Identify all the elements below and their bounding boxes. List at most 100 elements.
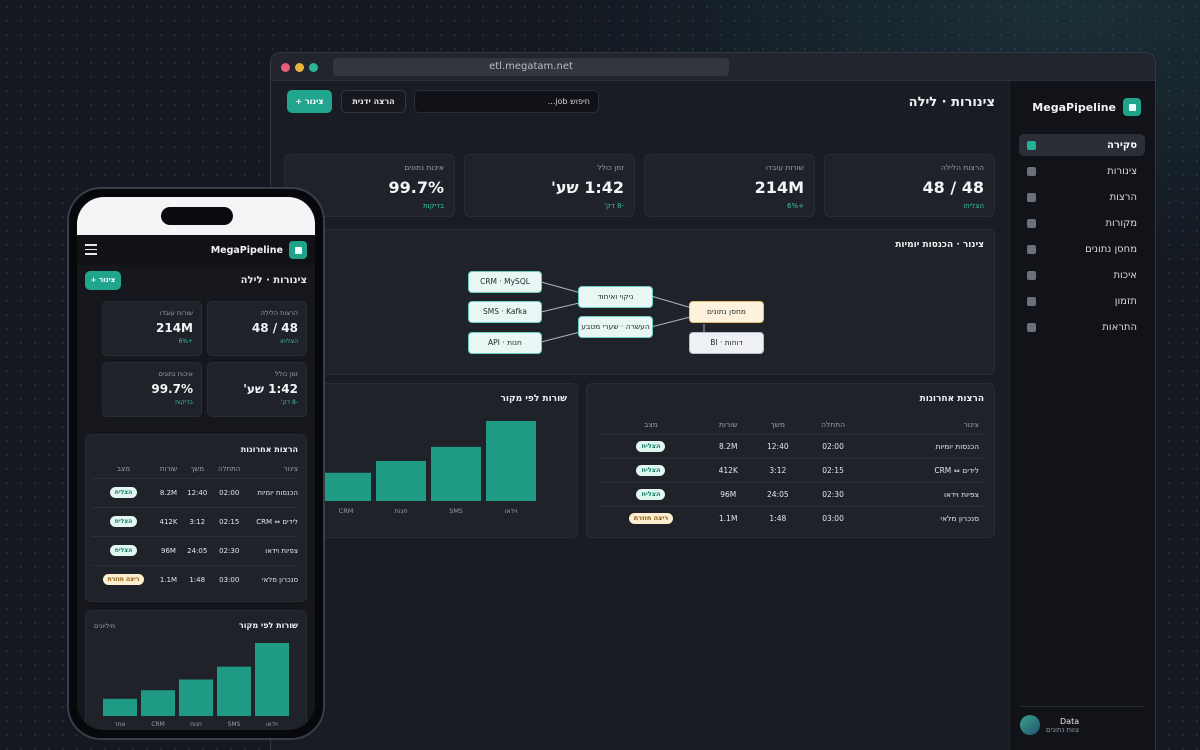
status-badge: הצליח — [109, 487, 138, 498]
phone-add-pipeline-button[interactable]: + צינור — [85, 271, 121, 290]
column-header: מצב — [117, 465, 130, 474]
sidebar-item-sources[interactable]: מקורות — [1019, 212, 1145, 234]
flow-node-enrich[interactable]: העשרה · שערי מטבע — [578, 316, 653, 338]
run-start: 03:00 — [212, 564, 246, 594]
run-duration: 24:05 — [182, 535, 213, 565]
bar-SMS[interactable] — [217, 666, 251, 716]
bar-חנות[interactable] — [376, 461, 426, 501]
sidebar-item-overview[interactable]: סקירה — [1019, 134, 1145, 156]
sidebar-item-label: סקירה — [1107, 139, 1137, 151]
sidebar-item-schedule[interactable]: תזמון — [1019, 290, 1145, 312]
flow-node-warehouse[interactable]: מחסן נתונים — [689, 301, 764, 323]
bar-CRM[interactable] — [321, 472, 371, 501]
phone-kpi-rows: שורות עובדו 214M +6% — [102, 301, 202, 356]
phone-mockup: MegaPipeline צינורות · לילה + צינור הרצו… — [67, 187, 325, 740]
kpi-delta: בדיקות — [175, 399, 193, 406]
phone-screen: MegaPipeline צינורות · לילה + צינור הרצו… — [77, 197, 315, 730]
flow-node-clean[interactable]: ניקוי ואיחוד — [578, 286, 653, 308]
run-start: 03:00 — [804, 505, 863, 530]
table-row[interactable]: לידים ⇔ CRM 02:15 3:12 412K הצליח — [597, 457, 985, 482]
kpi-delta: הצליחו — [280, 338, 298, 345]
phone-rows-by-source-chart: אחר CRM חנות SMS וידאו — [103, 643, 289, 728]
flow-node-api[interactable]: API · חנות — [468, 332, 542, 354]
run-start: 02:00 — [212, 477, 246, 507]
table-row[interactable]: צפיות וידאו 02:30 24:05 96M הצליח — [92, 535, 298, 565]
table-row[interactable]: הכנסות יומיות 02:00 12:40 8.2M הצליח — [597, 433, 985, 458]
kpi-value: 99.7% — [151, 382, 193, 396]
phone-brand[interactable]: MegaPipeline — [211, 241, 307, 259]
search-input[interactable]: חיפוש job... — [414, 90, 599, 113]
bar-חנות[interactable] — [179, 679, 213, 717]
overview-icon — [1027, 140, 1036, 150]
sidebar-item-quality[interactable]: איכות — [1019, 264, 1145, 286]
runs-title: הרצות אחרונות — [240, 445, 298, 454]
schedule-icon — [1027, 296, 1036, 306]
kpi-label: שורות עובדו — [159, 309, 193, 317]
kpi-delta: בדיקות — [423, 202, 444, 210]
kpi-label: זמן כולל — [274, 370, 298, 378]
sidebar-item-warehouse[interactable]: מחסן נתונים — [1019, 238, 1145, 260]
kpi-label: איכות נתונים — [404, 163, 444, 172]
kpi-label: זמן כולל — [597, 163, 624, 172]
bar-אחר[interactable] — [103, 698, 137, 716]
brand[interactable]: MegaPipeline — [1032, 98, 1141, 116]
sidebar-item-pipelines[interactable]: צינורות — [1019, 160, 1145, 182]
sidebar-item-alerts[interactable]: התראות — [1019, 316, 1145, 338]
table-row[interactable]: הכנסות יומיות 02:00 12:40 8.2M הצליח — [92, 477, 298, 507]
table-row[interactable]: סנכרון מלאי 03:00 1:48 1.1M ריצה חוזרת — [92, 564, 298, 594]
kpi-card-runs: הרצות הלילה 48 / 48 הצליחו — [824, 154, 995, 217]
user-footer[interactable]: Data צוות נתונים — [1020, 706, 1145, 735]
quality-icon — [1027, 270, 1036, 280]
flow-node-sms[interactable]: SMS · Kafka — [468, 301, 542, 323]
table-row[interactable]: לידים ⇔ CRM 02:15 3:12 412K הצליח — [92, 506, 298, 536]
phone-page-title: צינורות · לילה — [240, 275, 307, 286]
bar-CRM[interactable] — [141, 690, 175, 716]
kpi-delta: +6% — [178, 338, 193, 345]
runs-title: הרצות אחרונות — [919, 394, 984, 404]
bar-SMS[interactable] — [431, 446, 481, 501]
sidebar-item-label: מקורות — [1105, 217, 1137, 229]
maximize-dot-icon[interactable] — [309, 63, 318, 72]
run-rows: 1.1M — [154, 564, 183, 594]
hamburger-menu-icon[interactable] — [85, 244, 97, 255]
kpi-delta: +6% — [787, 202, 804, 210]
column-header: צינור — [283, 465, 298, 474]
sidebar-item-runs[interactable]: הרצות — [1019, 186, 1145, 208]
logo-icon — [1123, 98, 1141, 116]
column-header: התחלה — [218, 465, 241, 474]
column-header: צינור — [963, 420, 979, 430]
run-name: צפיות וידאו — [246, 535, 298, 565]
minimize-dot-icon[interactable] — [295, 63, 304, 72]
phone-header: MegaPipeline — [77, 235, 315, 265]
run-start: 02:15 — [212, 506, 246, 536]
flow-node-crm[interactable]: CRM · MySQL — [468, 271, 542, 293]
phone-kpi-quality: איכות נתונים 99.7% בדיקות — [102, 362, 202, 417]
pipelines-icon — [1027, 166, 1036, 176]
run-rows: 1.1M — [704, 505, 752, 530]
manual-run-button[interactable]: הרצה ידנית — [341, 90, 406, 113]
kpi-value: 48 / 48 — [922, 178, 984, 197]
run-rows: 8.2M — [704, 433, 752, 458]
add-pipeline-button[interactable]: + צינור — [287, 90, 332, 113]
sidebar-item-label: תזמון — [1114, 295, 1137, 307]
kpi-label: הרצות הלילה — [941, 163, 984, 172]
url-bar[interactable]: etl.megatam.net — [333, 58, 729, 76]
column-header: משך — [190, 465, 204, 474]
phone-status-bar — [77, 197, 315, 235]
sidebar-nav: סקירה צינורות הרצות מקורות מחסן נתונים א… — [1019, 134, 1145, 342]
table-row[interactable]: סנכרון מלאי 03:00 1:48 1.1M ריצה חוזרת — [597, 505, 985, 530]
run-name: סנכרון מלאי — [862, 505, 985, 530]
kpi-label: איכות נתונים — [158, 370, 193, 378]
close-dot-icon[interactable] — [281, 63, 290, 72]
status-badge: ריצה חוזרת — [628, 512, 674, 524]
bar-וידאו[interactable] — [255, 643, 289, 716]
run-start: 02:30 — [804, 481, 863, 506]
main-content: צינורות · לילה חיפוש job... הרצה ידנית +… — [271, 81, 1009, 750]
flow-node-bi[interactable]: BI · דוחות — [689, 332, 764, 354]
user-team: צוות נתונים — [1046, 725, 1080, 734]
table-row[interactable]: צפיות וידאו 02:30 24:05 96M הצליח — [597, 481, 985, 506]
status-badge: הצליח — [109, 516, 138, 527]
run-name: לידים ⇔ CRM — [862, 457, 985, 482]
bar-וידאו[interactable] — [486, 421, 536, 501]
run-duration: 3:12 — [751, 457, 805, 482]
